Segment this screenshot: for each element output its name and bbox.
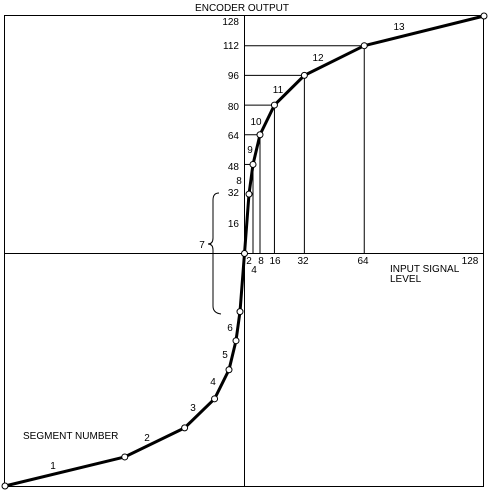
knee-point	[241, 250, 248, 257]
x-tick-label: 16	[269, 256, 281, 267]
knee-point	[245, 190, 253, 198]
knee-point	[1, 482, 9, 490]
x-tick-label: 2	[246, 256, 252, 267]
segment-number-label: SEGMENT NUMBER	[23, 431, 118, 442]
y-tick-labels: 16 32 48 64 80 96 112 128	[222, 17, 239, 230]
knee-point	[256, 131, 264, 139]
knee-point	[360, 42, 368, 50]
y-tick-label: 112	[223, 41, 239, 52]
segment-label: 6	[227, 323, 233, 334]
y-tick-label: 32	[228, 188, 240, 199]
segment-label: 7	[199, 240, 205, 251]
segment-label: 5	[222, 350, 228, 361]
y-tick-label: 80	[228, 102, 240, 113]
x-tick-label: 4	[251, 265, 257, 276]
segment-label: 9	[247, 145, 253, 156]
x-tick-labels: 2 4 8 16 32 64 128	[246, 256, 479, 276]
knee-point	[300, 71, 308, 79]
y-tick-label: 64	[228, 131, 240, 142]
knee-point	[236, 308, 244, 316]
knee-point	[211, 395, 219, 403]
segment-label: 1	[50, 461, 56, 472]
knee-point	[225, 366, 233, 374]
knee-point	[121, 453, 129, 461]
y-tick-label: 128	[222, 17, 239, 28]
y-tick-label: 48	[228, 162, 240, 173]
y-tick-label: 16	[228, 219, 240, 230]
y-tick-label: 96	[228, 71, 240, 82]
x-tick-label: 8	[258, 256, 264, 267]
knee-point	[232, 337, 240, 345]
segment-label: 13	[393, 22, 405, 33]
chart-title: ENCODER OUTPUT	[195, 3, 289, 14]
x-tick-label: 128	[462, 256, 479, 267]
segment-label: 8	[236, 176, 242, 187]
segment-label: 11	[273, 85, 284, 96]
segment-label: 3	[190, 403, 196, 414]
x-axis-label: INPUT SIGNAL	[390, 264, 460, 275]
x-tick-label: 32	[297, 256, 309, 267]
knee-point	[270, 101, 278, 109]
segment-7-brace	[207, 192, 222, 315]
segment-labels: 1 2 3 4 5 6 7 8 9 10 11 12 13	[50, 22, 405, 472]
x-tick-label: 64	[357, 256, 369, 267]
x-axis-label: LEVEL	[390, 274, 422, 285]
knee-points	[1, 12, 488, 490]
segment-label: 4	[210, 377, 216, 388]
segment-label: 10	[250, 117, 262, 128]
knee-point	[181, 424, 189, 432]
knee-point	[249, 160, 257, 168]
knee-point	[480, 12, 488, 20]
segment-label: 2	[144, 433, 150, 444]
segment-label: 12	[312, 53, 324, 64]
